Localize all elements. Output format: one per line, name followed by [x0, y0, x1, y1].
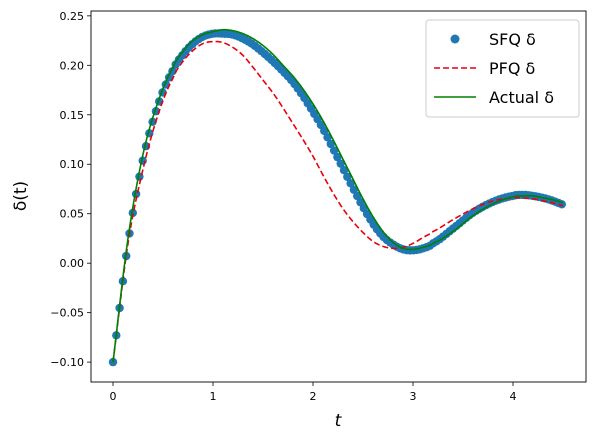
legend: SFQ δ PFQ δ Actual δ	[425, 19, 580, 118]
legend-label-pfq: PFQ δ	[489, 59, 535, 78]
sfq-point	[329, 146, 339, 155]
sfq-point	[320, 126, 329, 136]
y-tick-label: 0.25	[60, 10, 85, 23]
series-actual-line	[112, 28, 564, 363]
sfq-point	[353, 191, 362, 201]
x-tick-label: 2	[310, 390, 317, 403]
sfq-point	[326, 139, 335, 149]
legend-label-sfq: SFQ δ	[489, 30, 536, 49]
y-tick-label: −0.05	[50, 307, 84, 320]
sfq-point	[343, 172, 352, 181]
y-tick-label: 0.20	[60, 59, 85, 72]
sfq-point	[128, 208, 137, 218]
series-layer	[108, 28, 566, 367]
y-tick-label: 0.05	[60, 208, 85, 221]
y-tick-label: 0.15	[60, 109, 85, 122]
plot-frame	[90, 10, 587, 383]
sfq-point	[346, 179, 355, 188]
x-axis-label: t	[335, 411, 343, 431]
sfq-point	[333, 152, 342, 162]
x-axis-ticks: 0 1 2 3 4	[110, 382, 517, 403]
sfq-point	[339, 165, 349, 175]
legend-marker-sfq	[450, 34, 460, 44]
y-tick-label: 0.00	[60, 257, 85, 270]
legend-box	[425, 19, 580, 118]
sfq-point	[323, 133, 332, 142]
sfq-point	[336, 159, 345, 168]
y-tick-label: −0.10	[50, 356, 84, 369]
x-tick-label: 4	[510, 390, 517, 403]
legend-label-actual: Actual δ	[489, 88, 554, 107]
y-axis-label: δ(t)	[11, 181, 31, 211]
series-pfq-line	[112, 40, 564, 363]
x-tick-label: 1	[210, 390, 217, 403]
sfq-point	[349, 185, 359, 194]
x-tick-label: 0	[110, 390, 117, 403]
x-tick-label: 3	[410, 390, 417, 403]
y-axis-ticks: −0.10 −0.05 0.00 0.05 0.10 0.15 0.20 0.25	[50, 10, 91, 369]
y-tick-label: 0.10	[60, 158, 85, 171]
